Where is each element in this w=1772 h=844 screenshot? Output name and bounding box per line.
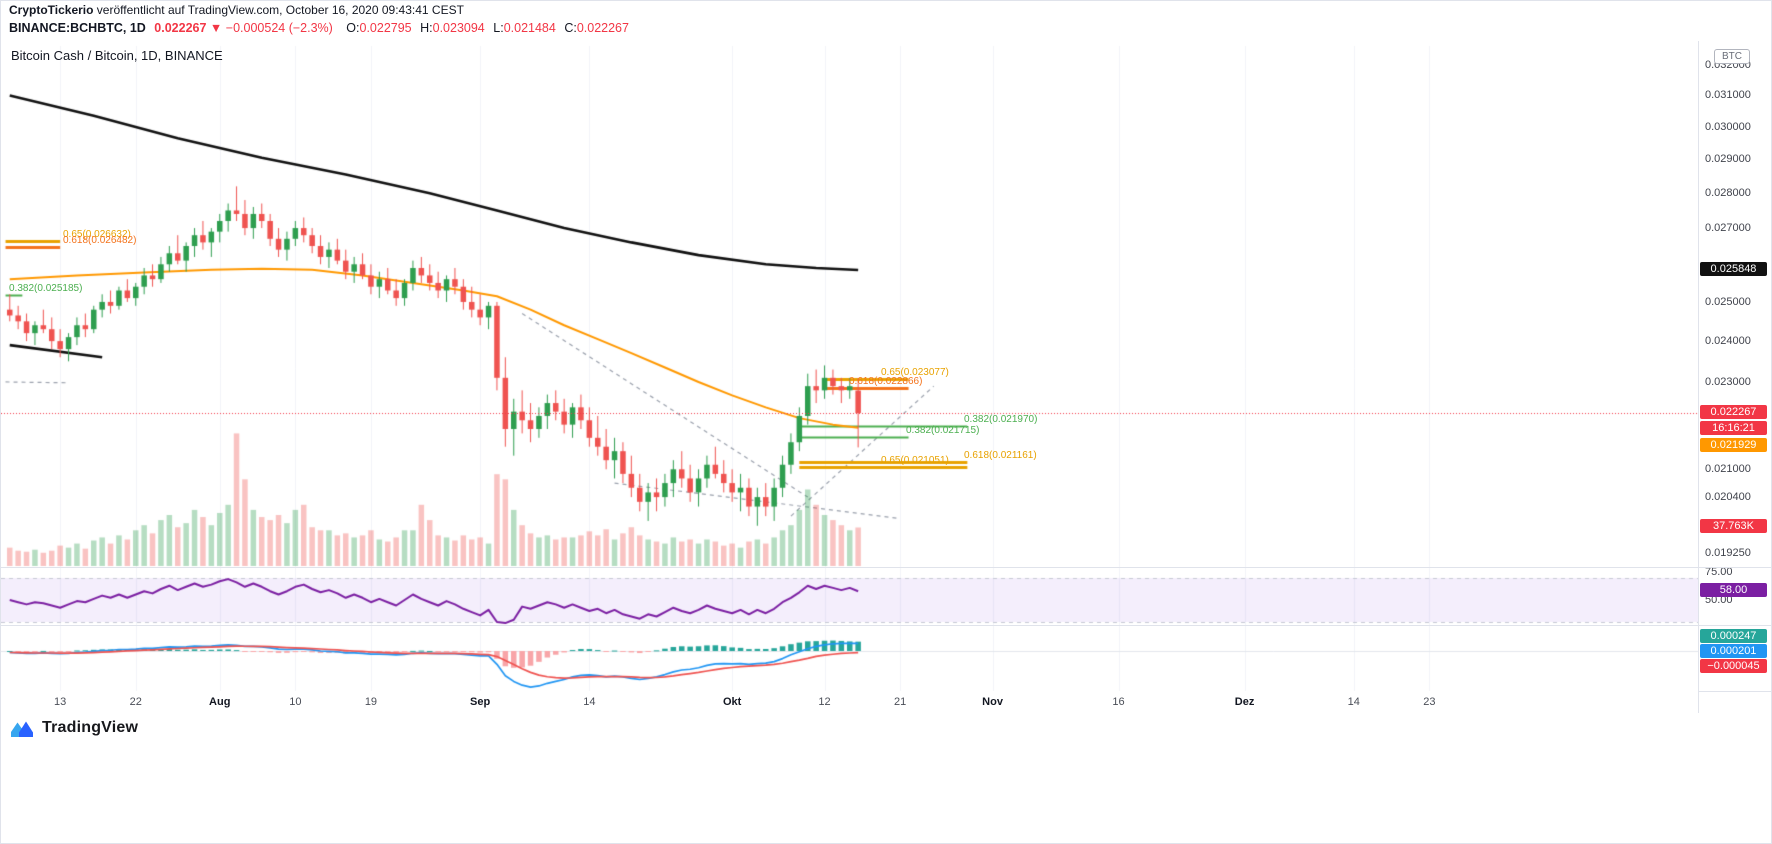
- price-axis-label: 0.028000: [1705, 187, 1751, 200]
- price-axis-label: 0.021000: [1705, 463, 1751, 476]
- time-axis-label: 12: [818, 696, 831, 708]
- chart-legend: Bitcoin Cash / Bitcoin, 1D, BINANCE: [11, 48, 223, 63]
- tradingview-brand-link[interactable]: TradingView: [42, 719, 139, 736]
- macd-value-badge: −0.000045: [1700, 659, 1767, 673]
- close-value: 0.022267: [576, 21, 629, 35]
- price-axis-badge: 0.025848: [1700, 262, 1767, 276]
- price-axis-label: 0.020400: [1705, 491, 1751, 504]
- time-axis-label: 14: [1347, 696, 1360, 708]
- price-axis-badge: 0.022267: [1700, 405, 1767, 419]
- open-label: O:: [346, 21, 360, 35]
- byline-text: veröffentlicht auf TradingView.com, Octo…: [93, 3, 464, 17]
- time-axis-label: Aug: [209, 696, 231, 708]
- price-axis-label: 0.023000: [1705, 375, 1751, 388]
- high-value: 0.023094: [432, 21, 485, 35]
- time-axis-label: 19: [364, 696, 378, 708]
- time-axis-label: 13: [54, 696, 67, 708]
- price-chart-canvas[interactable]: [1, 41, 1698, 713]
- open-value: 0.022795: [359, 21, 412, 35]
- time-axis[interactable]: 13 22 Aug 10 19 Sep 14 Okt 12 21 Nov 16 Dez 14 23: [1, 691, 1698, 713]
- last-price: 0.022267: [154, 21, 207, 35]
- close-label: C:: [564, 21, 577, 35]
- time-axis-label: Sep: [470, 696, 491, 708]
- high-label: H:: [420, 21, 433, 35]
- byline-author: CryptoTickerio: [9, 3, 94, 17]
- price-axis-label: 0.019250: [1705, 546, 1751, 559]
- price-axis-label: 0.025000: [1705, 295, 1751, 308]
- rsi-value-badge: 58.00: [1700, 583, 1767, 597]
- macd-value-badge: 0.000247: [1700, 629, 1767, 643]
- pane-separator: [1, 625, 1771, 626]
- byline: CryptoTickerio veröffentlicht auf Tradin…: [9, 3, 629, 18]
- tradingview-logo-icon[interactable]: [11, 719, 35, 737]
- footer: TradingView: [11, 719, 138, 737]
- price-change: −0.000524 (−2.3%): [225, 21, 333, 35]
- price-axis-badge: 16:16:21: [1700, 421, 1767, 435]
- price-axis-label: 0.029000: [1705, 153, 1751, 166]
- time-axis-label: Okt: [722, 696, 742, 708]
- time-axis-label: Nov: [982, 696, 1003, 708]
- price-axis-label: 0.031000: [1705, 89, 1751, 102]
- low-label: L:: [493, 21, 504, 35]
- price-axis-label: 0.027000: [1705, 222, 1751, 235]
- price-scale-border: [1698, 41, 1699, 713]
- rsi-axis-label: 75.00: [1705, 566, 1733, 578]
- price-axis-label: 0.024000: [1705, 335, 1751, 348]
- time-axis-label: 22: [129, 696, 142, 708]
- time-axis-label: 16: [1112, 696, 1125, 708]
- time-axis-label: 21: [894, 696, 907, 708]
- time-axis-label: 14: [583, 696, 596, 708]
- price-axis-label: 0.030000: [1705, 120, 1751, 133]
- time-axis-label: 10: [289, 696, 302, 708]
- header: CryptoTickerio veröffentlicht auf Tradin…: [9, 3, 629, 36]
- pane-separator: [1, 567, 1771, 568]
- time-axis-label: 23: [1423, 696, 1436, 708]
- price-unit-toggle-button[interactable]: BTC: [1714, 49, 1750, 64]
- price-axis-badge: 37.763K: [1700, 519, 1767, 533]
- rsi-axis-label: 50.00: [1705, 594, 1733, 606]
- symbol-label: BINANCE:BCHBTC, 1D: [9, 21, 146, 35]
- price-scale-axis[interactable]: BTC 0.032000 0.031000 0.030000 0.029000 0.02…: [1698, 41, 1771, 713]
- direction-arrow-icon: ▼: [209, 21, 223, 35]
- time-axis-label: Dez: [1234, 696, 1255, 708]
- macd-value-badge: 0.000201: [1700, 644, 1767, 658]
- price-axis-badge: 0.021929: [1700, 438, 1767, 452]
- symbol-status-line: BINANCE:BCHBTC, 1D 0.022267 ▼ −0.000524 …: [9, 20, 629, 36]
- low-value: 0.021484: [503, 21, 556, 35]
